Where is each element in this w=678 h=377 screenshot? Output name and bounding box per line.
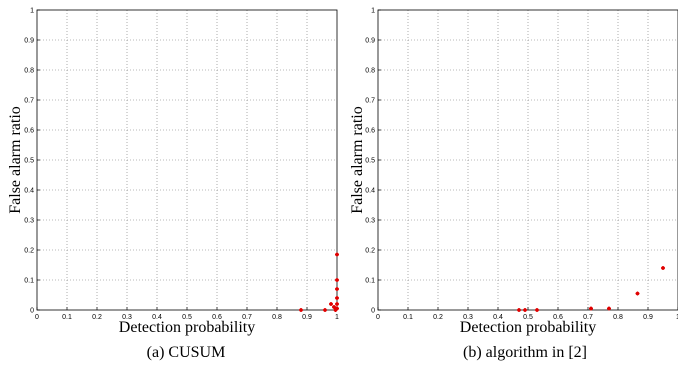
x-tick-label: 0.5 <box>523 314 533 321</box>
x-tick-label: 0.4 <box>152 314 162 321</box>
y-tick-label: 0.4 <box>24 188 34 195</box>
y-tick-label: 0.4 <box>365 188 375 195</box>
x-tick-label: 0 <box>376 314 380 321</box>
y-tick-label: 0 <box>30 308 34 315</box>
x-tick-label: 0 <box>35 314 39 321</box>
data-point <box>335 306 339 311</box>
data-point <box>517 308 521 312</box>
data-point <box>535 308 539 312</box>
y-tick-label: 0.3 <box>365 218 375 225</box>
y-tick-label: 0.7 <box>24 98 34 105</box>
x-tick-label: 0.2 <box>433 314 443 321</box>
x-tick-label: 1 <box>676 314 678 321</box>
y-tick-label: 0.3 <box>24 218 34 225</box>
x-tick-label: 0.3 <box>463 314 473 321</box>
y-tick-label: 0.2 <box>365 248 375 255</box>
y-tick-label: 0.1 <box>365 278 375 285</box>
y-tick-label: 1 <box>371 8 375 15</box>
data-point <box>661 266 665 270</box>
data-point <box>589 306 593 311</box>
y-tick-label: 0.8 <box>365 68 375 75</box>
chart-panel-1: 0 0.1 0.2 0.3 0.4 0.5 0.6 0.7 0.8 0.9 1 0 0.1 0.2 0.3 0… <box>7 8 339 362</box>
x-tick-label: 0.8 <box>613 314 623 321</box>
x-axis-label: Detection probability <box>119 319 255 336</box>
y-tick-label: 0.5 <box>24 158 34 165</box>
y-axis-label: False alarm ratio <box>7 106 24 214</box>
data-point <box>607 306 611 311</box>
data-point <box>329 302 333 306</box>
x-tick-label: 0.2 <box>92 314 102 321</box>
y-tick-label: 0.5 <box>365 158 375 165</box>
x-tick-label: 0.8 <box>272 314 282 321</box>
y-tick-label: 0 <box>371 308 375 315</box>
y-tick-label: 1 <box>30 8 34 15</box>
data-point <box>299 308 303 312</box>
y-tick-label: 0.9 <box>24 38 34 45</box>
data-point <box>335 287 339 291</box>
x-tick-label: 0.7 <box>242 314 252 321</box>
data-point <box>332 305 336 309</box>
data-point <box>335 278 339 282</box>
y-axis-label: False alarm ratio <box>349 106 366 214</box>
y-tick-label: 0.9 <box>365 38 375 45</box>
y-tick-label: 0.7 <box>365 98 375 105</box>
chart-caption: (a) CUSUM <box>147 344 226 361</box>
chart-panel-2: 0 0.1 0.2 0.3 0.4 0.5 0.6 0.7 0.8 0.9 1 0 0.1 0.2 0.3 0… <box>349 8 678 361</box>
x-tick-label: 0.9 <box>302 314 312 321</box>
data-point <box>335 296 339 300</box>
x-tick-label: 0.3 <box>122 314 132 321</box>
x-tick-label: 0.9 <box>643 314 653 321</box>
chart-caption: (b) algorithm in [2] <box>463 344 587 361</box>
x-tick-label: 0.4 <box>493 314 503 321</box>
data-point <box>635 291 640 296</box>
x-tick-label: 0.6 <box>212 314 222 321</box>
data-point <box>335 252 339 257</box>
x-axis-label: Detection probability <box>460 319 596 336</box>
y-tick-label: 0.6 <box>24 128 34 135</box>
x-tick-label: 1 <box>335 314 339 321</box>
x-tick-label: 0.1 <box>62 314 72 321</box>
data-point <box>323 308 327 312</box>
x-tick-label: 0.5 <box>182 314 192 321</box>
x-tick-label: 0.7 <box>583 314 593 321</box>
y-tick-label: 0.1 <box>24 278 34 285</box>
y-tick-label: 0.6 <box>365 128 375 135</box>
y-tick-label: 0.8 <box>24 68 34 75</box>
x-tick-label: 0.6 <box>553 314 563 321</box>
data-point <box>523 308 527 312</box>
y-tick-label: 0.2 <box>24 248 34 255</box>
data-point <box>335 302 339 306</box>
x-tick-label: 0.1 <box>403 314 413 321</box>
